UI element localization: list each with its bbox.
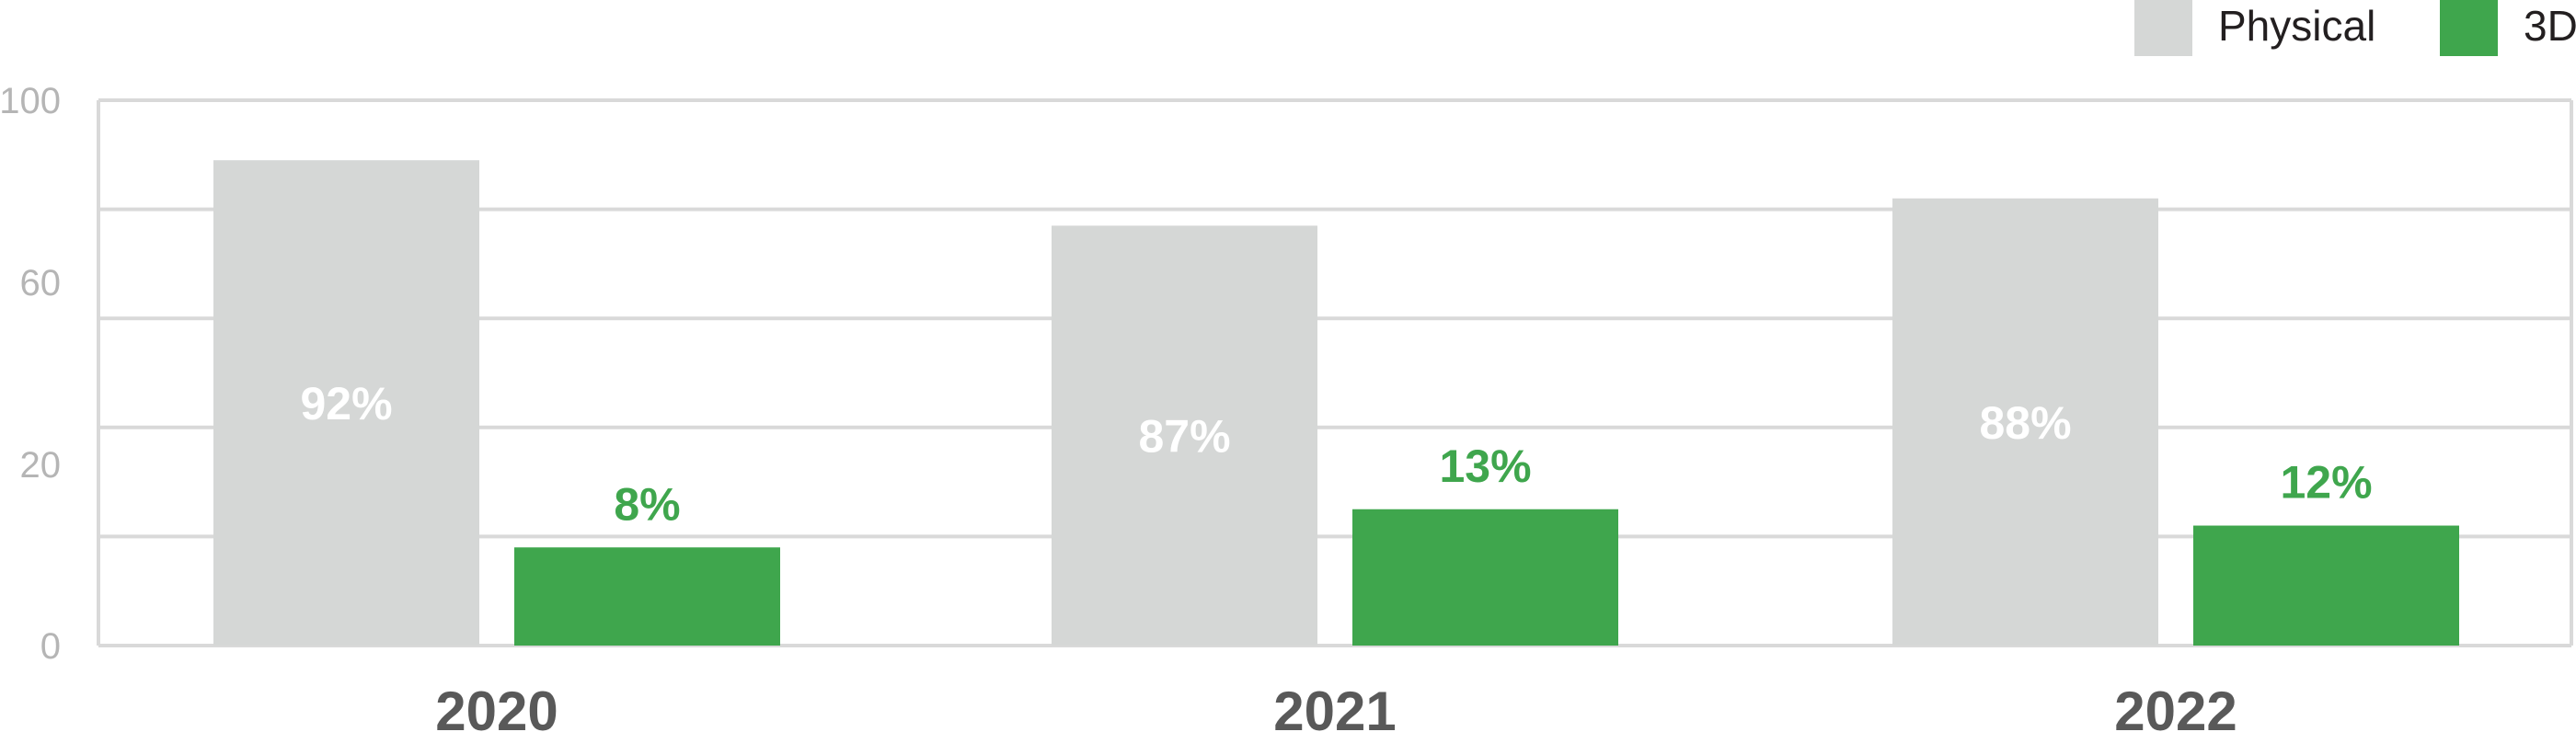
y-tick-label: 60	[20, 263, 62, 303]
bar-physical-2020	[213, 160, 479, 646]
bar-3d-2021	[1352, 509, 1618, 646]
data-label: 88%	[1979, 397, 2071, 449]
legend-swatch-physical	[2134, 0, 2192, 56]
data-label: 92%	[300, 378, 392, 429]
data-label: 12%	[2280, 457, 2372, 509]
y-tick-label: 100	[0, 81, 61, 121]
bar-3d-2022	[2193, 525, 2459, 646]
y-tick-label: 20	[20, 445, 62, 486]
legend-label: Physical	[2218, 2, 2375, 50]
x-tick-label: 2020	[435, 681, 558, 732]
legend-swatch-3d	[2440, 0, 2498, 56]
x-tick-label: 2021	[1273, 681, 1396, 732]
bar-physical-2022	[1892, 198, 2158, 646]
legend-label: 3D	[2524, 2, 2576, 50]
y-tick-label: 0	[40, 626, 61, 667]
data-label: 87%	[1138, 411, 1230, 463]
data-label: 13%	[1439, 440, 1531, 492]
bar-physical-2021	[1052, 225, 1317, 646]
data-label: 8%	[614, 478, 680, 530]
bar-3d-2020	[514, 547, 780, 646]
x-tick-label: 2022	[2114, 681, 2237, 732]
